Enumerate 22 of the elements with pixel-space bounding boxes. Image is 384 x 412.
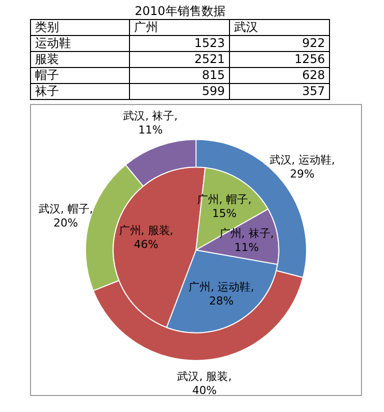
data-label: 628 bbox=[229, 68, 330, 84]
data-label: 922 bbox=[229, 36, 330, 52]
data-label: 357 bbox=[229, 84, 330, 100]
text: 2010年销售数据 bbox=[134, 4, 226, 20]
data-label: 广州, 运动鞋, 28% bbox=[188, 280, 254, 308]
data-label: 815 bbox=[129, 68, 230, 84]
data-label: 1256 bbox=[229, 52, 330, 68]
data-label: 1523 bbox=[129, 36, 230, 52]
data-label: 599 bbox=[129, 84, 230, 100]
data-label: 2521 bbox=[129, 52, 230, 68]
category-label: 运动鞋 bbox=[30, 36, 130, 52]
category-label: 袜子 bbox=[30, 84, 130, 100]
data-label: 武汉, 袜子, 11% bbox=[123, 109, 178, 136]
text: 广州 bbox=[129, 20, 230, 36]
text: 武汉 bbox=[229, 20, 330, 36]
data-label: 武汉, 服装, 40% bbox=[177, 370, 232, 398]
category-label: 服装 bbox=[30, 52, 130, 68]
data-label: 武汉, 运动鞋, 29% bbox=[270, 153, 336, 180]
data-label: 广州, 服装, 46% bbox=[118, 224, 174, 251]
data-label: 武汉, 帽子, 20% bbox=[38, 202, 93, 230]
category-label: 帽子 bbox=[30, 68, 130, 84]
text: 类别 bbox=[30, 20, 130, 36]
